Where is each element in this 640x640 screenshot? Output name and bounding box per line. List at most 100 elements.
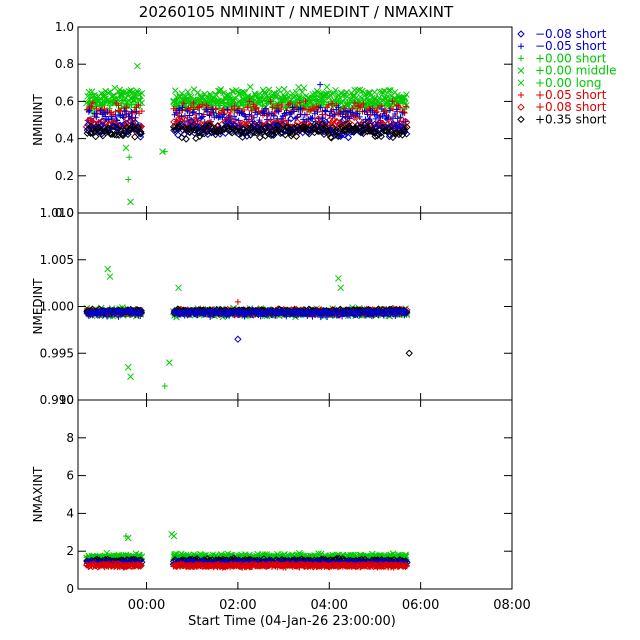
data-point — [357, 564, 364, 571]
data-point — [331, 111, 338, 118]
data-point — [386, 107, 393, 114]
data-point — [196, 104, 203, 111]
data-point — [371, 308, 379, 316]
data-point — [328, 108, 335, 115]
data-point — [279, 563, 286, 570]
legend-label: +0.00 short — [535, 51, 607, 65]
data-point — [402, 103, 409, 110]
data-point — [91, 132, 100, 141]
data-point — [251, 562, 258, 569]
data-point — [99, 117, 108, 125]
data-point — [367, 122, 375, 130]
data-point — [108, 130, 116, 138]
data-point — [211, 561, 220, 569]
data-point — [203, 127, 212, 136]
data-point — [134, 309, 142, 317]
data-point — [104, 124, 113, 132]
data-point-outlier — [170, 532, 178, 540]
legend-item: −0.08 short — [517, 27, 607, 41]
panel-points — [82, 62, 411, 206]
data-point — [301, 123, 309, 131]
data-point — [275, 562, 282, 569]
data-point — [230, 563, 237, 570]
data-point — [360, 100, 367, 107]
data-point — [387, 126, 396, 135]
y-tick-label: 1.010 — [40, 206, 74, 220]
data-point — [180, 100, 187, 107]
legend-marker — [517, 79, 525, 87]
data-point — [174, 131, 182, 139]
y-axis-label: NMEDINT — [31, 278, 45, 335]
data-point — [229, 563, 236, 570]
legend-marker — [517, 103, 525, 111]
y-axis-label: NMININT — [31, 93, 45, 145]
data-point — [252, 129, 261, 137]
y-tick-label: 0.8 — [55, 57, 74, 71]
legend-item: +0.35 short — [517, 112, 607, 126]
data-point — [198, 114, 205, 121]
data-point — [302, 98, 309, 105]
data-point — [284, 123, 292, 131]
data-point — [132, 101, 139, 108]
data-point — [178, 309, 187, 317]
panels-group: 0.00.20.40.60.81.0NMININT0.9900.9951.000… — [31, 20, 531, 613]
data-point — [246, 98, 253, 105]
data-point — [235, 90, 243, 98]
data-point — [399, 109, 406, 116]
data-point — [387, 87, 394, 94]
y-tick-label: 4 — [66, 506, 74, 520]
data-point — [292, 88, 300, 96]
data-point — [394, 115, 401, 122]
data-point — [402, 118, 411, 126]
data-point — [278, 96, 285, 103]
data-point — [362, 562, 369, 569]
data-point — [190, 99, 197, 106]
panel-points — [83, 530, 411, 571]
data-point — [398, 563, 405, 570]
data-point — [178, 133, 186, 142]
legend-marker — [517, 115, 525, 124]
data-point — [199, 101, 206, 108]
legend-label: −0.08 short — [535, 27, 607, 41]
data-point — [374, 308, 382, 316]
y-tick-label: 0.990 — [40, 393, 74, 407]
data-point — [247, 114, 256, 122]
data-point — [206, 309, 214, 317]
data-point — [261, 110, 268, 117]
legend-label: −0.05 short — [535, 39, 607, 53]
data-point — [176, 107, 183, 114]
data-point — [265, 111, 272, 118]
data-point — [297, 111, 304, 118]
data-point — [376, 118, 384, 126]
data-point — [282, 123, 291, 131]
data-point — [88, 129, 97, 137]
y-tick-label: 0.2 — [55, 169, 74, 183]
x-tick-label: 02:00 — [219, 598, 256, 613]
data-point — [224, 106, 231, 113]
y-tick-label: 8 — [66, 431, 74, 445]
legend-item: +0.00 long — [517, 76, 602, 90]
data-point — [89, 99, 96, 106]
data-point — [87, 122, 95, 130]
data-point — [356, 127, 365, 136]
data-point — [196, 308, 205, 317]
data-point-outlier — [234, 298, 241, 305]
legend-label: +0.00 long — [535, 76, 602, 90]
data-point — [204, 108, 211, 115]
data-point — [179, 104, 186, 111]
data-point — [126, 124, 135, 132]
data-point — [265, 130, 273, 138]
data-point — [191, 101, 198, 108]
data-point — [314, 109, 321, 116]
data-point — [115, 102, 122, 109]
data-point — [363, 127, 372, 135]
data-point — [309, 114, 316, 121]
y-tick-label: 1.000 — [40, 300, 74, 314]
data-point — [299, 122, 307, 131]
data-point — [372, 115, 379, 122]
data-point — [356, 113, 363, 120]
data-point — [190, 126, 199, 134]
data-point — [288, 95, 295, 102]
data-point — [296, 99, 303, 106]
data-point — [275, 108, 282, 115]
